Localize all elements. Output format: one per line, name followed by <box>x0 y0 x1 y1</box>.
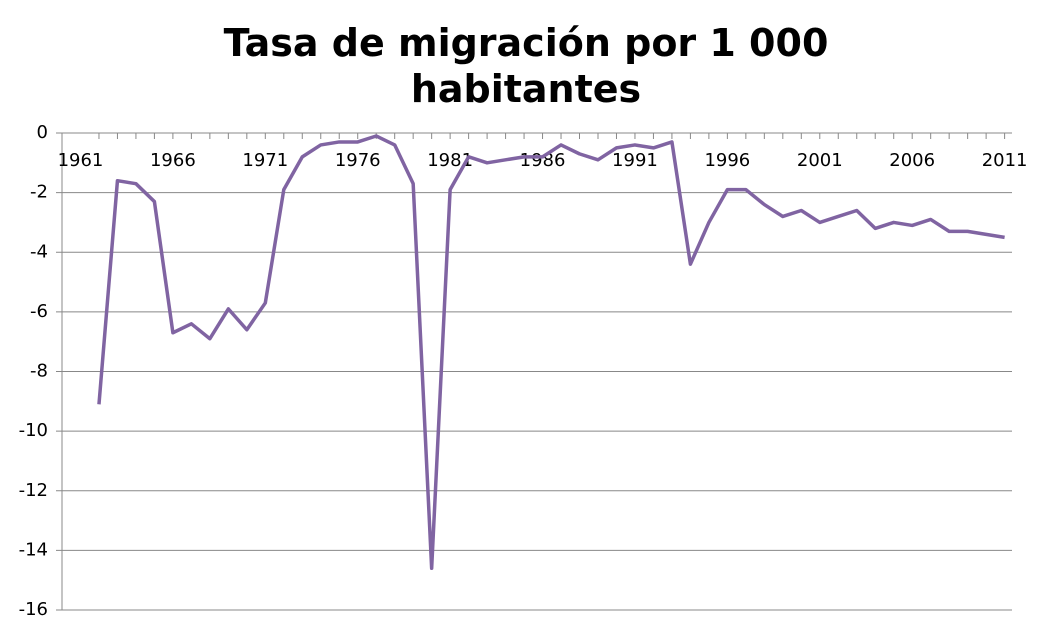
x-tick-label: 1971 <box>242 150 288 171</box>
y-tick-label: -4 <box>30 241 48 262</box>
y-tick-label: -14 <box>19 539 48 560</box>
y-tick-label: -10 <box>19 420 48 441</box>
y-tick-label: -16 <box>19 599 48 620</box>
line-series <box>97 134 1005 571</box>
y-tick-label: -8 <box>30 361 48 382</box>
chart-title: Tasa de migración por 1 000 habitantes <box>223 21 829 111</box>
y-tick-label: -12 <box>19 480 48 501</box>
x-tick-label: 1996 <box>704 150 750 171</box>
x-tick-label: 1981 <box>427 150 473 171</box>
x-tick-label: 1986 <box>520 150 566 171</box>
y-tick-label: 0 <box>37 122 48 143</box>
y-tick-label: -2 <box>30 182 48 203</box>
x-tick-label: 1961 <box>58 150 104 171</box>
x-tick-label: 2001 <box>797 150 843 171</box>
x-tick-label: 2011 <box>982 150 1028 171</box>
x-tick-label: 1991 <box>612 150 658 171</box>
y-tick-label: -6 <box>30 301 48 322</box>
x-tick-label: 2006 <box>889 150 935 171</box>
x-tick-label: 1976 <box>335 150 381 171</box>
x-tick-label: 1966 <box>150 150 196 171</box>
